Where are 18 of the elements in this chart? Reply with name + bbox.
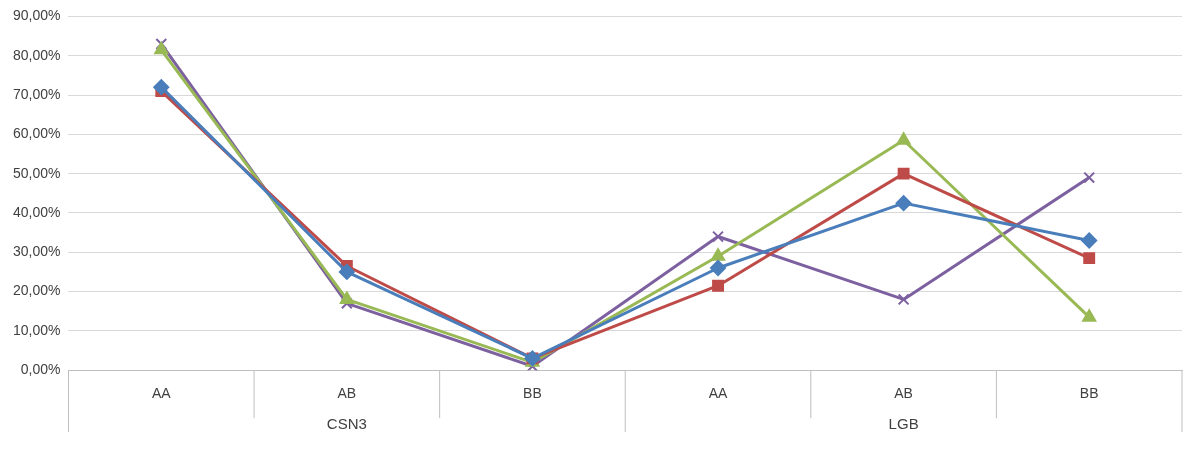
y-tick-label: 70,00% [13, 85, 61, 102]
x-tick-label: AA [708, 385, 729, 402]
x-tick-label: AB [894, 385, 913, 402]
x-tick-label: AA [151, 385, 172, 402]
y-tick-label: 20,00% [13, 282, 61, 299]
y-tick-label: 50,00% [13, 164, 61, 181]
y-tick-label: 10,00% [13, 321, 61, 338]
text: LGB [888, 415, 919, 433]
x-tick-label: AB [337, 385, 357, 402]
x-tick-label: BB [1079, 385, 1099, 402]
y-tick-label: 0,00% [20, 361, 61, 378]
y-tick-label: 90,00% [13, 7, 61, 24]
y-tick-label: 30,00% [13, 243, 61, 260]
y-tick-label: 80,00% [13, 46, 61, 63]
x-tick-label: BB [523, 385, 542, 402]
y-tick-label: 60,00% [13, 125, 61, 142]
y-tick-label: 40,00% [13, 203, 61, 220]
text: CSN3 [326, 415, 367, 433]
